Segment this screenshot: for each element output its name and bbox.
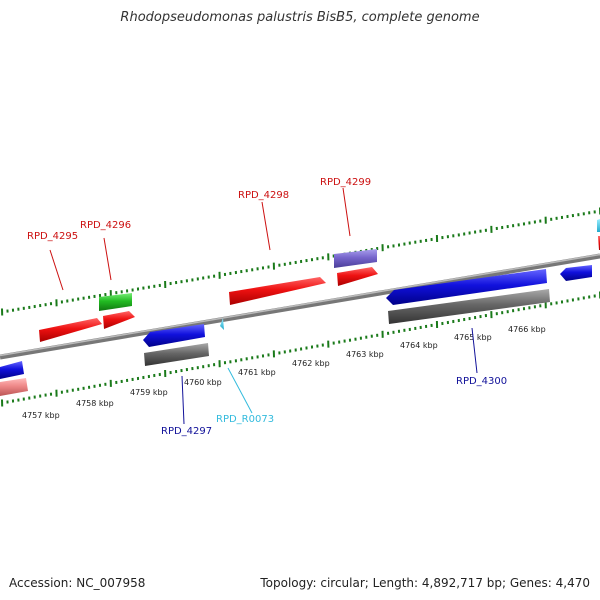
gene-bar-rpd4297 xyxy=(144,343,209,366)
gene-label-rpd4299[interactable]: RPD_4299 xyxy=(320,177,371,188)
genome-backbone-highlight xyxy=(0,253,600,357)
connector-rpd4299 xyxy=(342,187,351,237)
genome-title: Rhodopseudomonas palustris BisB5, comple… xyxy=(120,10,480,25)
accession-text: Accession: NC_007958 xyxy=(9,576,146,590)
ruler-bottom xyxy=(1,291,600,407)
connector-rpd4297 xyxy=(181,375,185,425)
connector-rpd4296 xyxy=(103,237,112,281)
connector-rpd4300 xyxy=(471,327,478,374)
gene-arrow-right[interactable] xyxy=(560,265,592,281)
gene-bar-rpd4300 xyxy=(388,289,550,324)
tick-label: 4759 kbp xyxy=(130,388,168,397)
genome-backbone xyxy=(0,253,600,360)
rna-marker-rpdR0073[interactable] xyxy=(220,318,224,330)
gene-label-rpd4298[interactable]: RPD_4298 xyxy=(238,190,289,201)
tick-label: 4757 kbp xyxy=(22,411,60,420)
gene-label-rpd4295[interactable]: RPD_4295 xyxy=(27,231,78,242)
connector-rpd4298 xyxy=(261,201,271,251)
tick-label: 4760 kbp xyxy=(184,378,222,387)
genome-summary-text: Topology: circular; Length: 4,892,717 bp… xyxy=(260,576,590,590)
gene-feature-cyan-edge[interactable] xyxy=(597,219,600,232)
tick-label: 4761 kbp xyxy=(238,368,276,377)
tick-label: 4766 kbp xyxy=(508,325,546,334)
gene-arrow-rpd4299[interactable] xyxy=(337,267,378,286)
tick-label: 4763 kbp xyxy=(346,350,384,359)
gene-label-rpd4297[interactable]: RPD_4297 xyxy=(161,426,212,437)
gene-arrow-rpd4297[interactable] xyxy=(143,324,205,347)
gene-arrow-left-edge[interactable] xyxy=(0,361,24,379)
gene-label-rpd4300[interactable]: RPD_4300 xyxy=(456,376,507,387)
gene-arrow-rpd4298[interactable] xyxy=(229,277,326,305)
tick-label: 4758 kbp xyxy=(76,399,114,408)
label-connectors xyxy=(49,187,478,425)
gene-feature-purple[interactable] xyxy=(334,249,377,268)
gene-label-rpdR0073[interactable]: RPD_R0073 xyxy=(216,414,274,425)
gene-arrow-rpd4296[interactable] xyxy=(103,311,135,329)
tick-label: 4764 kbp xyxy=(400,341,438,350)
gene-label-rpd4296[interactable]: RPD_4296 xyxy=(80,220,131,231)
gene-feature-green[interactable] xyxy=(99,293,132,311)
gene-feature-pink[interactable] xyxy=(0,378,28,396)
tick-label: 4762 kbp xyxy=(292,359,330,368)
ruler-top xyxy=(1,207,600,316)
gene-arrow-rpd4300[interactable] xyxy=(386,269,547,305)
connector-rpd4295 xyxy=(49,249,64,291)
connector-rpdR0073 xyxy=(227,367,253,414)
gene-arrow-rpd4295[interactable] xyxy=(39,318,102,342)
